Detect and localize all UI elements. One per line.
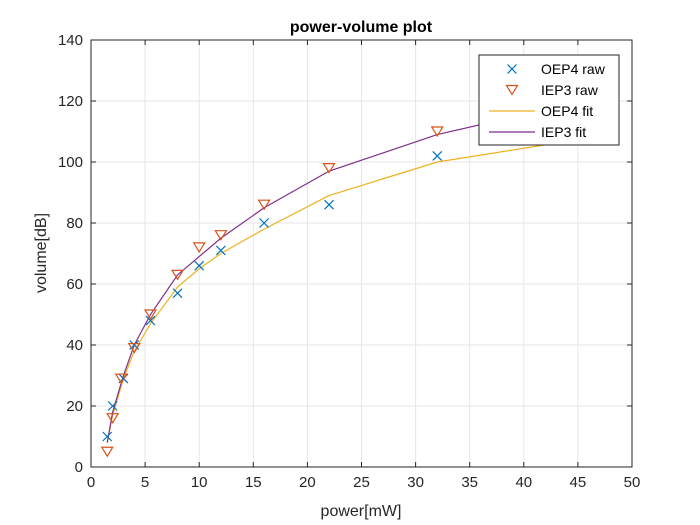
x-tick-label: 35	[461, 474, 478, 491]
chart-title: power-volume plot	[290, 19, 433, 36]
x-tick-label: 50	[624, 474, 641, 491]
oep4-raw-point	[102, 431, 113, 442]
oep4-raw-point	[215, 245, 226, 256]
x-tick-label: 25	[353, 474, 370, 491]
iep3-raw-point	[430, 126, 444, 138]
x-tick-label: 10	[191, 474, 208, 491]
y-tick-label: 0	[75, 459, 83, 476]
x-axis-label: power[mW]	[321, 503, 402, 520]
y-tick-label: 120	[58, 93, 83, 110]
oep4-raw-point	[432, 150, 443, 161]
iep3-raw-point	[100, 446, 114, 458]
y-tick-label: 40	[66, 337, 83, 354]
iep3-raw-point	[257, 199, 271, 211]
x-tick-label: 20	[299, 474, 316, 491]
x-tick-label: 45	[570, 474, 587, 491]
legend-box	[478, 54, 620, 146]
x-tick-label: 5	[141, 474, 149, 491]
legend-marker	[505, 84, 519, 96]
oep4-raw-point	[324, 199, 334, 210]
legend-entry-label: OEP4 raw	[541, 61, 606, 77]
oep4-raw-point	[145, 315, 156, 326]
y-tick-label: 140	[58, 32, 83, 49]
y-tick-label: 100	[58, 154, 83, 171]
iep3-raw-point	[192, 242, 206, 254]
iep3-raw-point	[143, 309, 158, 321]
iep3-raw-point	[106, 413, 120, 424]
legend: OEP4 raw IEP3 raw OEP4 fit IEP3 fit	[478, 54, 620, 146]
x-tick-label: 30	[407, 474, 424, 491]
legend-entry-label: IEP3 fit	[541, 124, 586, 140]
y-tick-label: 60	[66, 276, 83, 293]
iep3-raw-point	[322, 163, 336, 174]
x-tick-label: 0	[87, 474, 95, 491]
y-tick-label: 20	[66, 398, 83, 415]
x-tick-label: 15	[245, 474, 262, 491]
iep3-raw-point	[214, 230, 228, 241]
y-tick-label: 80	[66, 215, 83, 232]
ticks: 0 5 10 15 20 25 30 35 40 45 50 0 20 40 60 80 100 120 140	[58, 32, 640, 491]
oep4-raw-point	[259, 218, 270, 228]
iep3-raw-point	[114, 373, 128, 385]
legend-entry-label: IEP3 raw	[541, 82, 599, 98]
oep4-fit-line	[106, 133, 611, 443]
iep3-raw-point	[127, 342, 141, 354]
oep4-raw-point	[172, 288, 183, 299]
legend-entry-label: OEP4 fit	[541, 103, 593, 119]
oep4-raw-point	[194, 260, 205, 271]
legend-marker	[507, 64, 517, 74]
oep4-raw-point	[107, 401, 118, 411]
x-tick-label: 40	[515, 474, 532, 491]
y-axis-label: volume[dB]	[33, 213, 50, 293]
iep3-raw-point	[170, 269, 185, 281]
